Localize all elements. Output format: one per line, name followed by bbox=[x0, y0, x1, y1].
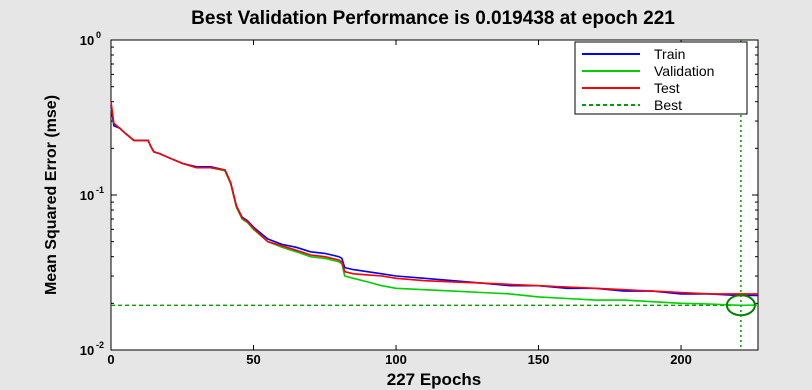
legend-label-validation: Validation bbox=[654, 63, 714, 79]
y-tick-label-base: 10 bbox=[80, 188, 94, 203]
legend-label-test: Test bbox=[654, 80, 680, 96]
series-lines bbox=[110, 101, 759, 307]
y-tick-label-exponent: -2 bbox=[96, 340, 104, 350]
y-axis-label: Mean Squared Error (mse) bbox=[43, 95, 60, 295]
x-tick-label: 200 bbox=[670, 352, 692, 367]
chart-title: Best Validation Performance is 0.019438 … bbox=[191, 8, 675, 29]
x-tick-label: 150 bbox=[528, 352, 550, 367]
legend-box bbox=[574, 41, 748, 115]
y-tick-label-exponent: 0 bbox=[96, 30, 101, 40]
legend-label-train: Train bbox=[654, 46, 685, 62]
y-tick-label-exponent: -1 bbox=[96, 185, 104, 195]
x-tick-label: 50 bbox=[246, 352, 260, 367]
legend-label-best: Best bbox=[654, 97, 682, 113]
y-tick-label-base: 10 bbox=[80, 343, 94, 358]
x-axis-label: 227 Epochs bbox=[387, 370, 482, 389]
x-tick-label: 0 bbox=[107, 352, 114, 367]
series-line-test bbox=[110, 101, 758, 295]
x-tick-label: 100 bbox=[385, 352, 407, 367]
y-tick-label-base: 10 bbox=[80, 33, 94, 48]
